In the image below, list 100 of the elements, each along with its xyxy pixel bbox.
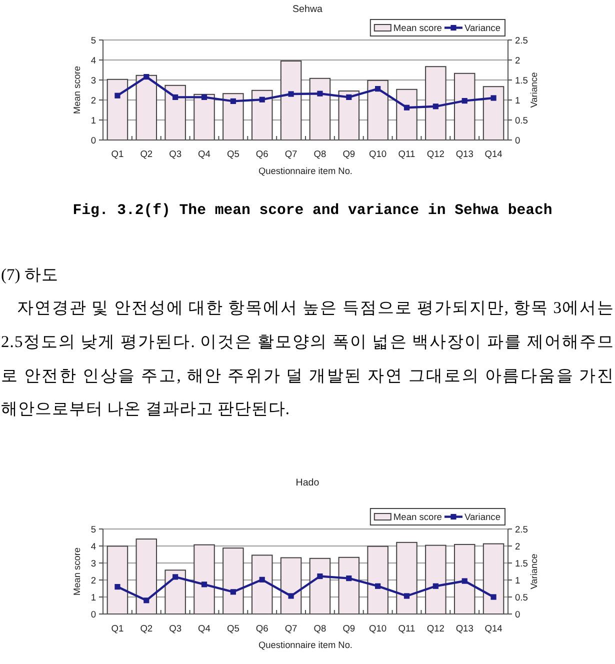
x-tick-label: Q5 xyxy=(226,149,240,159)
point xyxy=(317,573,323,580)
point xyxy=(432,583,438,589)
point xyxy=(346,576,352,582)
bar xyxy=(367,80,388,140)
x-tick-label: Q3 xyxy=(169,624,182,634)
point xyxy=(144,74,150,80)
x-tick-label: Q14 xyxy=(484,149,502,159)
point xyxy=(172,94,178,100)
bar xyxy=(482,543,504,614)
y2-tick-label: 2.5 xyxy=(515,35,528,46)
y2-tick-label: 1.5 xyxy=(515,558,528,568)
point xyxy=(201,582,208,588)
x-tick-label: Q4 xyxy=(198,624,210,634)
x-tick-label: Q13 xyxy=(456,624,474,634)
x-tick-label: Q11 xyxy=(398,624,416,634)
point xyxy=(230,589,236,595)
bar xyxy=(425,544,446,614)
point xyxy=(404,593,410,599)
bar xyxy=(251,554,273,614)
x-tick-label: Q4 xyxy=(198,149,210,159)
x-tick-label: Q7 xyxy=(284,624,298,634)
text: 해안으로부터 나온 결과라고 판단된다. xyxy=(1,399,290,418)
x-tick-label: Q12 xyxy=(426,149,444,159)
y2-tick-label: 0 xyxy=(515,609,520,620)
legend-label: Variance xyxy=(464,23,500,34)
y2-tick-label: 1 xyxy=(515,95,520,106)
chart-title: Hado xyxy=(296,478,320,488)
bar xyxy=(222,548,244,614)
y-tick-label: 1 xyxy=(90,115,96,126)
y-tick-label: 1 xyxy=(90,592,96,602)
point xyxy=(201,94,208,100)
legend-label: Mean score xyxy=(393,23,442,34)
x-tick-label: Q5 xyxy=(226,624,240,634)
point xyxy=(462,578,468,584)
bar xyxy=(280,60,302,140)
x-axis-title: Questionnaire item No. xyxy=(258,166,352,176)
text: (7) 하도 xyxy=(1,265,58,284)
y2-tick-label: 0.5 xyxy=(515,115,528,126)
y-axis-title: Mean score xyxy=(72,547,82,596)
x-tick-label: Q7 xyxy=(284,149,298,159)
y-tick-label: 5 xyxy=(90,35,96,46)
point xyxy=(114,92,120,98)
x-tick-label: Q1 xyxy=(111,149,124,159)
y2-tick-label: 1.5 xyxy=(515,75,528,86)
x-tick-label: Q3 xyxy=(169,149,182,159)
bar xyxy=(164,570,186,614)
bar xyxy=(309,558,331,614)
y-tick-label: 3 xyxy=(90,558,96,568)
x-tick-label: Q13 xyxy=(456,149,474,159)
x-tick-label: Q2 xyxy=(140,624,153,634)
y2-tick-label: 1 xyxy=(515,575,520,586)
bar xyxy=(251,90,273,140)
bar xyxy=(222,93,244,140)
bar xyxy=(106,78,128,140)
x-tick-label: Q1 xyxy=(111,624,124,634)
bar xyxy=(338,556,360,614)
chart-title: Sehwa xyxy=(292,4,324,15)
x-axis-title: Questionnaire item No. xyxy=(258,640,352,650)
x-tick-label: Q8 xyxy=(314,149,326,159)
point xyxy=(259,576,265,582)
x-tick-label: Q8 xyxy=(314,624,326,634)
y2-axis-title: Variance xyxy=(529,72,539,108)
y-tick-label: 2 xyxy=(90,95,96,106)
y2-tick-label: 2.5 xyxy=(515,524,528,534)
y-tick-label: 5 xyxy=(90,524,96,534)
bar xyxy=(136,74,158,140)
bar xyxy=(338,90,360,140)
point xyxy=(375,583,381,589)
point xyxy=(230,98,236,104)
y-tick-label: 0 xyxy=(90,609,96,620)
x-tick-label: Q9 xyxy=(342,624,356,634)
y-tick-label: 2 xyxy=(90,575,96,586)
y-tick-label: 4 xyxy=(90,55,96,66)
bar xyxy=(425,66,446,140)
bar xyxy=(396,88,418,140)
x-tick-label: Q12 xyxy=(426,624,444,634)
bar xyxy=(106,546,128,614)
x-tick-label: Q2 xyxy=(140,149,153,159)
legend-label: Variance xyxy=(464,512,500,522)
y2-tick-label: 0.5 xyxy=(515,592,528,602)
bar xyxy=(396,542,418,614)
bar xyxy=(136,538,158,614)
point xyxy=(288,593,294,599)
point xyxy=(404,104,410,110)
bar xyxy=(164,84,186,140)
bar xyxy=(454,544,476,614)
x-tick-label: Q11 xyxy=(398,149,416,159)
y-tick-label: 0 xyxy=(90,135,96,146)
point xyxy=(346,94,352,100)
bar xyxy=(280,557,302,614)
point xyxy=(288,91,294,97)
x-tick-label: Q6 xyxy=(256,149,268,159)
point xyxy=(317,90,323,96)
y2-tick-label: 2 xyxy=(515,541,520,552)
y-axis-title: Mean score xyxy=(72,66,82,114)
text: 2.5정도의 낮게 평가된다. 이것은 활모양의 폭이 넓은 백사장이 파를 제어해주므 xyxy=(1,332,614,351)
x-tick-label: Q10 xyxy=(369,624,387,634)
x-tick-label: Q9 xyxy=(342,149,356,159)
point xyxy=(144,598,150,604)
